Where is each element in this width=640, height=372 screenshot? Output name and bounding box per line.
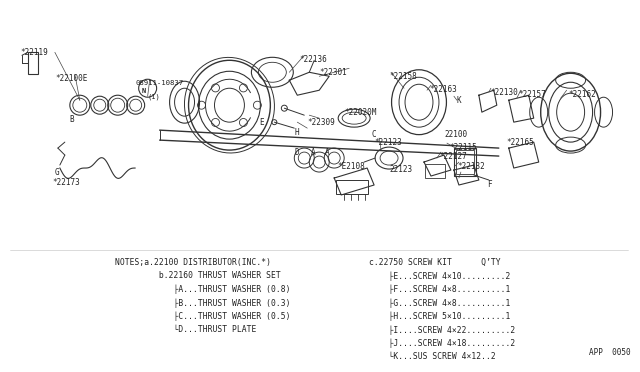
Text: *22130: *22130 — [491, 88, 518, 97]
Text: F: F — [487, 180, 492, 189]
Text: c.22750 SCREW KIT      Q’TY: c.22750 SCREW KIT Q’TY — [369, 258, 500, 267]
Text: A: A — [325, 148, 330, 157]
Bar — [425, 164, 445, 178]
Text: *E2108: *E2108 — [337, 162, 365, 171]
Text: └K...SUS SCREW 4×12..2: └K...SUS SCREW 4×12..2 — [369, 352, 496, 361]
Text: 22100: 22100 — [444, 130, 467, 139]
Bar — [10, 252, 628, 360]
Text: *22100E: *22100E — [55, 74, 87, 83]
Bar — [336, 180, 368, 194]
Text: ├A...THRUST WASHER (0.8): ├A...THRUST WASHER (0.8) — [115, 285, 290, 294]
Text: *22119: *22119 — [20, 48, 48, 57]
Text: ├E...SCREW 4×10.........2: ├E...SCREW 4×10.........2 — [369, 271, 511, 281]
Text: NOTES;a.22100 DISTRIBUTOR(INC.*): NOTES;a.22100 DISTRIBUTOR(INC.*) — [115, 258, 271, 267]
Text: B: B — [70, 115, 74, 124]
Text: E: E — [259, 118, 264, 127]
Bar — [28, 52, 38, 74]
Text: 08911-10837: 08911-10837 — [136, 80, 184, 86]
Text: *22163: *22163 — [429, 85, 457, 94]
Text: ├B...THRUST WASHER (0.3): ├B...THRUST WASHER (0.3) — [115, 298, 290, 308]
Text: *22136: *22136 — [300, 55, 327, 64]
Text: ├I....SCREW 4×22.........2: ├I....SCREW 4×22.........2 — [369, 325, 515, 335]
Text: H: H — [294, 128, 299, 137]
Text: ├C...THRUST WASHER (0.5): ├C...THRUST WASHER (0.5) — [115, 312, 290, 321]
Bar — [454, 148, 476, 176]
Text: (1): (1) — [148, 93, 161, 100]
Text: *22309: *22309 — [307, 118, 335, 127]
Text: ├F...SCREW 4×8..........1: ├F...SCREW 4×8..........1 — [369, 285, 511, 294]
Text: *22132: *22132 — [457, 162, 484, 171]
Text: *22165: *22165 — [507, 138, 534, 147]
Text: ├H...SCREW 5×10.........1: ├H...SCREW 5×10.........1 — [369, 312, 511, 321]
Text: A: A — [311, 148, 316, 157]
Text: *22158: *22158 — [389, 72, 417, 81]
Text: ├G...SCREW 4×8..........1: ├G...SCREW 4×8..........1 — [369, 298, 511, 308]
Bar — [456, 150, 474, 174]
Text: D: D — [294, 148, 299, 157]
Text: *22020M: *22020M — [344, 108, 376, 117]
Text: *22115: *22115 — [449, 143, 477, 152]
Text: *22123: *22123 — [374, 138, 402, 147]
Text: *22162: *22162 — [569, 90, 596, 99]
Text: b.22160 THRUST WASHER SET: b.22160 THRUST WASHER SET — [115, 271, 280, 280]
Text: └D...THRUST PLATE: └D...THRUST PLATE — [115, 325, 256, 334]
Text: N: N — [141, 88, 146, 94]
Text: *22173: *22173 — [52, 178, 79, 187]
Text: *22301: *22301 — [319, 68, 347, 77]
Text: *22127: *22127 — [439, 152, 467, 161]
Text: C: C — [371, 130, 376, 139]
Text: APP  0050: APP 0050 — [589, 347, 630, 357]
Text: ├J....SCREW 4×18.........2: ├J....SCREW 4×18.........2 — [369, 339, 515, 348]
Text: *22157: *22157 — [519, 90, 547, 99]
Text: K: K — [457, 96, 461, 105]
Text: G: G — [55, 168, 60, 177]
Text: 22123: 22123 — [389, 165, 412, 174]
